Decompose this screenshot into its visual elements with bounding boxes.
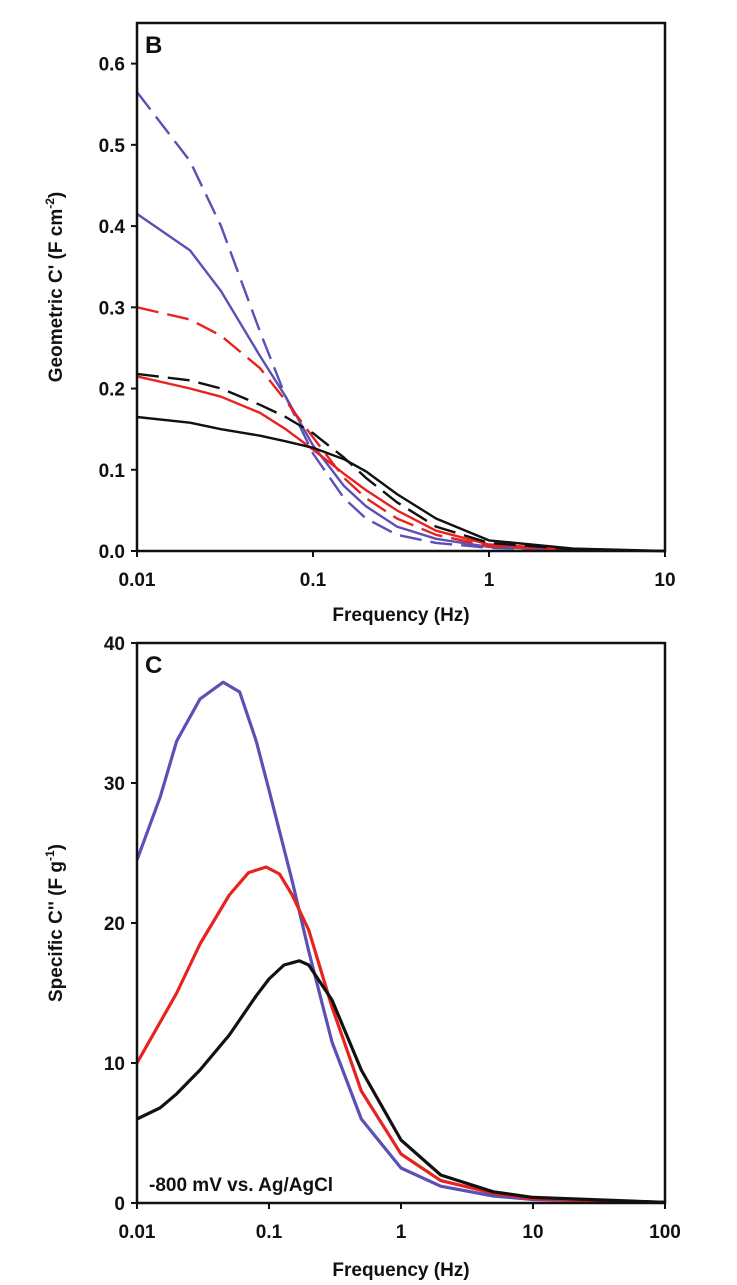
series-line-6 — [136, 415, 666, 553]
y-tick-label: 0.6 — [99, 55, 125, 76]
series-line-5 — [136, 372, 666, 553]
plot-frame — [135, 21, 667, 553]
x-tick-label: 0.01 — [119, 570, 156, 591]
series-line-3 — [136, 959, 666, 1204]
y-tick-label: 40 — [104, 634, 125, 655]
y-tick-label: 0.5 — [99, 136, 126, 157]
y-tick-label: 20 — [104, 914, 125, 935]
series-line-1 — [136, 91, 666, 553]
x-tick-label: 10 — [522, 1222, 543, 1243]
y-tick-label: 0.0 — [99, 542, 125, 563]
panel-label: B — [145, 32, 162, 59]
panel-B: 0.01 0.1 1 10 0.0 0.1 0.2 0.3 0.4 0.5 0.6 Frequency… — [43, 21, 676, 626]
x-tick-label: 0.01 — [119, 1222, 156, 1243]
panel-C: 0.01 0.1 1 10 100 0 10 20 30 40 Frequency (Hz) Spec… — [43, 634, 681, 1281]
y-tick-label: 0.4 — [99, 217, 126, 238]
y-tick-label: 0 — [114, 1194, 125, 1215]
x-tick-label: 100 — [649, 1222, 681, 1243]
y-axis-label-superscript: -1 — [43, 850, 57, 861]
y-axis-label-text: Geometric C' (F cm — [46, 209, 67, 382]
annotation: -800 mV vs. Ag/AgCl — [149, 1175, 333, 1196]
panel-label: C — [145, 652, 162, 679]
y-axis-label-end: ) — [46, 192, 67, 198]
y-tick-label: 0.2 — [99, 380, 125, 401]
y-axis-label: Geometric C' (F cm-2) — [43, 192, 67, 382]
series-line-2 — [136, 212, 666, 553]
series-line-1 — [135, 680, 666, 1204]
y-tick-label: 10 — [104, 1054, 125, 1075]
y-tick-label: 0.1 — [99, 461, 126, 482]
x-tick-label: 0.1 — [300, 570, 327, 591]
y-tick-label: 0.3 — [99, 298, 125, 319]
plot-frame — [135, 641, 667, 1205]
y-tick-label: 30 — [104, 774, 125, 795]
x-tick-label: 10 — [654, 570, 675, 591]
y-axis-label: Specific C'' (F g-1) — [43, 844, 67, 1002]
x-tick-label: 1 — [484, 570, 495, 591]
x-tick-label: 0.1 — [256, 1222, 283, 1243]
y-axis-label-superscript: -2 — [43, 198, 57, 209]
x-axis-label: Frequency (Hz) — [332, 1260, 469, 1280]
x-axis-label: Frequency (Hz) — [332, 605, 469, 626]
series-line-4 — [136, 375, 666, 553]
series-line-2 — [135, 865, 666, 1204]
y-axis-label-text: Specific C'' (F g — [46, 861, 67, 1002]
y-axis-label-end: ) — [46, 844, 67, 850]
series-line-3 — [136, 306, 666, 553]
x-tick-label: 1 — [396, 1222, 407, 1243]
